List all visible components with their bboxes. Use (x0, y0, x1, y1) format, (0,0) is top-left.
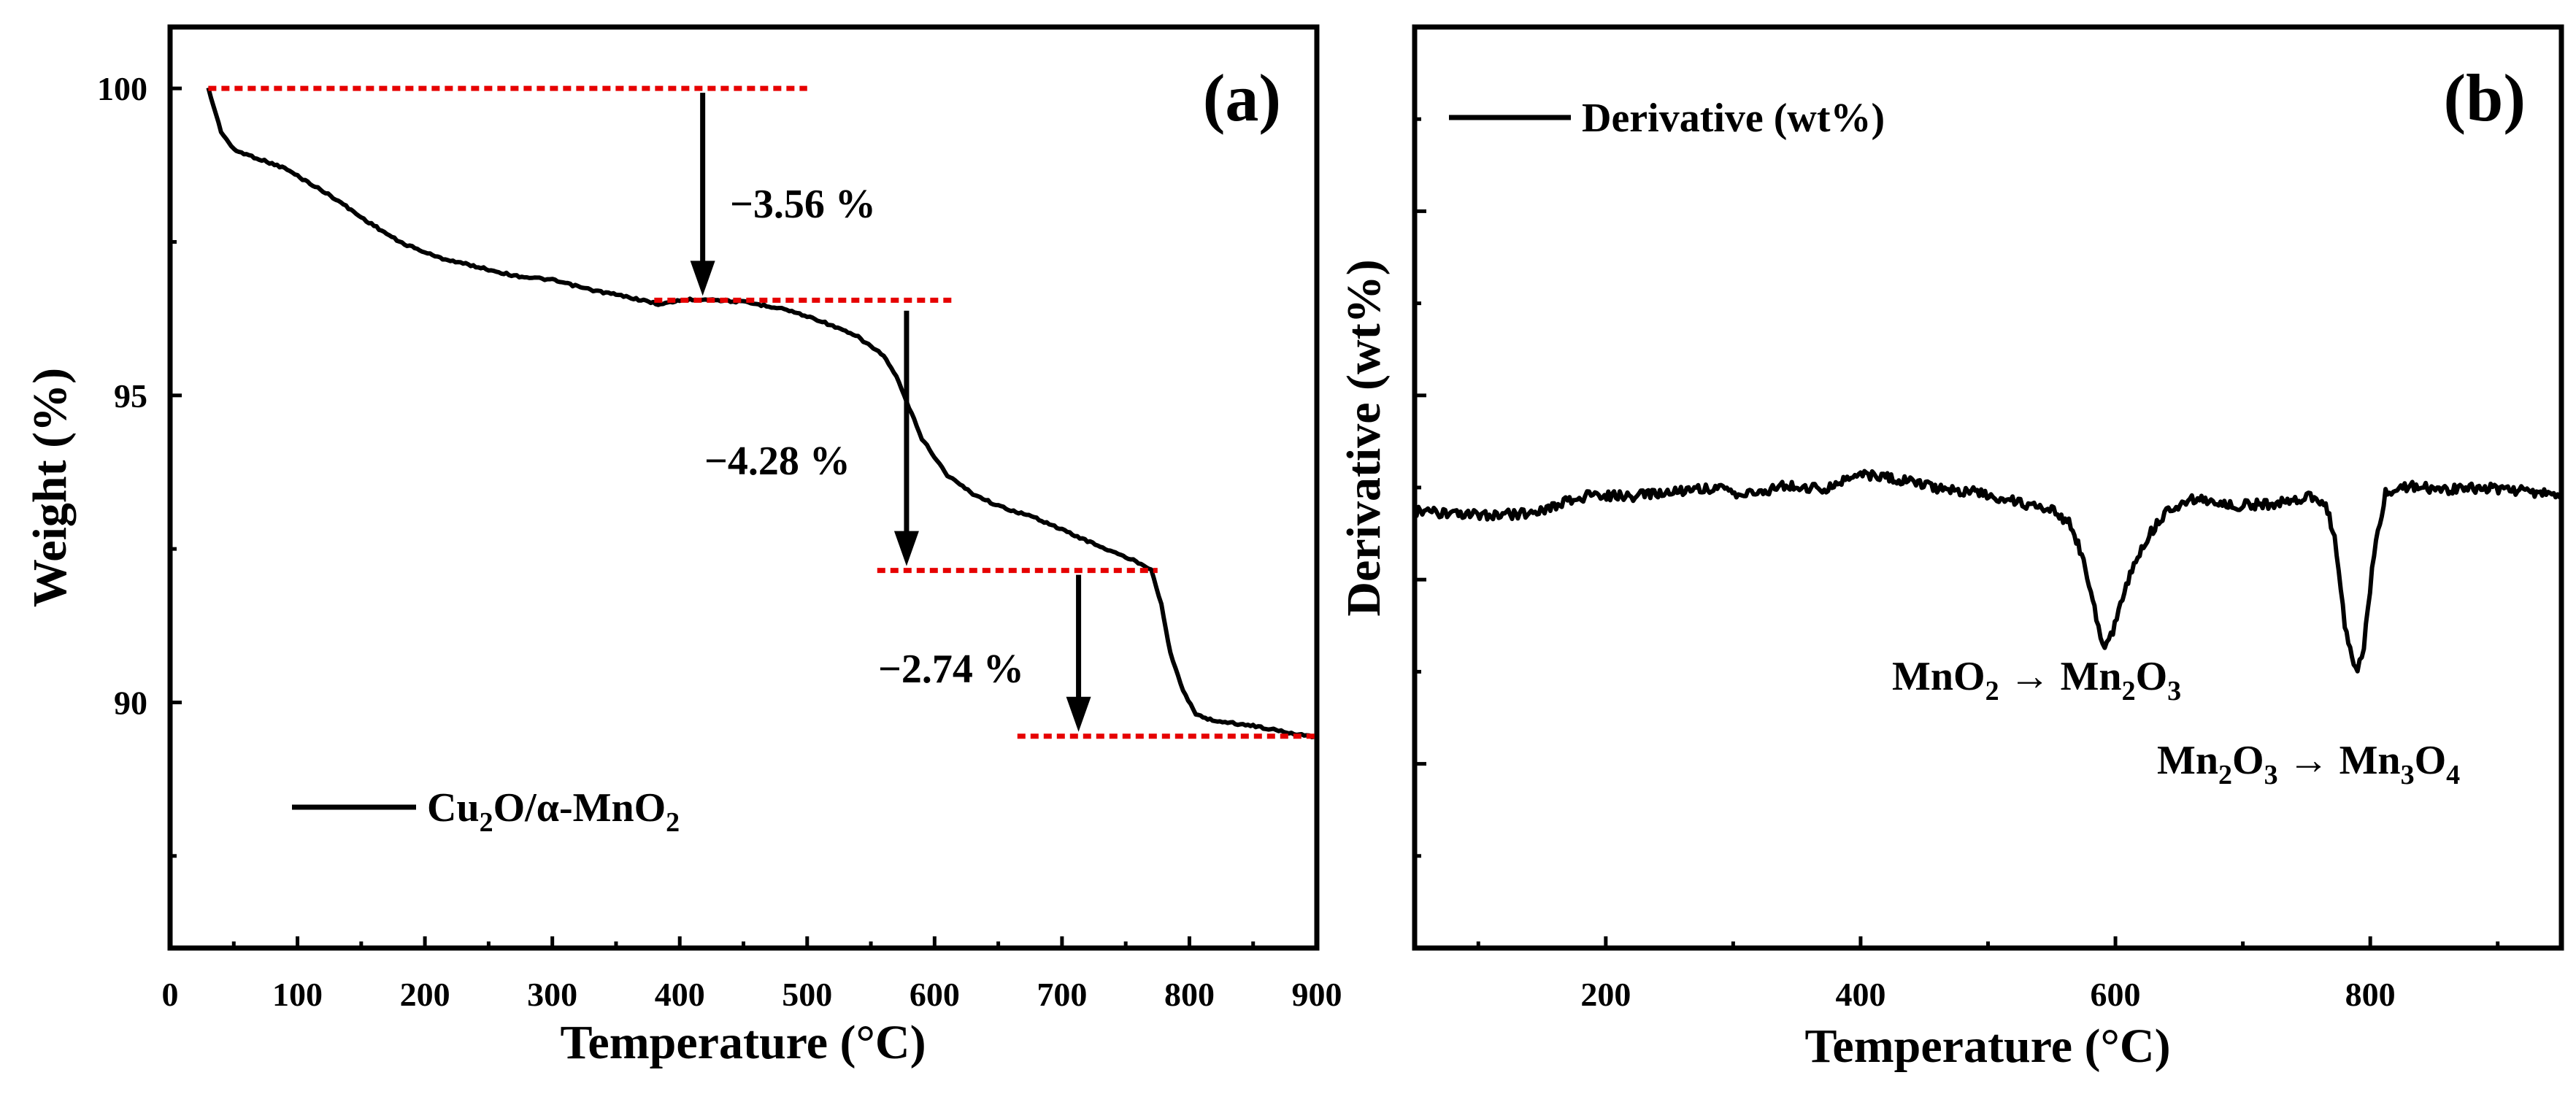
panel-a-x-tick-label: 600 (910, 976, 960, 1013)
panel-a-x-tick-label: 300 (527, 976, 577, 1013)
panel-b-x-axis-title: Temperature (°C) (1804, 1020, 2170, 1073)
panel-b-x-tick-label: 400 (1835, 976, 1885, 1013)
annotation-mno2-to-mn2o3: MnO2 → Mn2O3 (1892, 654, 2181, 706)
panel-b-x-tick-label: 600 (2091, 976, 2141, 1013)
panel-a-legend: Cu2O/α-MnO2 (292, 785, 680, 838)
panel-a-y-tick-label: 90 (114, 684, 147, 721)
panel-a-x-tick-label: 800 (1164, 976, 1215, 1013)
weight-loss-arrow-head (690, 261, 715, 296)
panel-a-x-tick-label: 400 (655, 976, 705, 1013)
panel-a-y-tick-label: 95 (114, 377, 147, 415)
panel-b-x-tick-label: 200 (1580, 976, 1631, 1013)
dtg-curve-derivative (1412, 469, 2564, 674)
panel-a-y-tick-label: 100 (97, 70, 147, 107)
panel-a-label: (a) (1203, 61, 1281, 135)
annotation-loss-3: −2.74 % (878, 647, 1024, 692)
panel-b-label: (b) (2444, 61, 2526, 135)
annotation-loss-1: −3.56 % (730, 182, 876, 227)
panel-a-x-axis-title: Temperature (°C) (560, 1016, 926, 1069)
panel-a-x-tick-label: 900 (1292, 976, 1342, 1013)
panel-a-x-tick-label: 0 (162, 976, 179, 1013)
panel-b-x-tick-label: 800 (2345, 976, 2396, 1013)
panel-b-legend: Derivative (wt%) (1449, 96, 1885, 141)
panel-a-x-tick-label: 700 (1037, 976, 1087, 1013)
annotation-loss-2: −4.28 % (704, 439, 850, 484)
panel-a-x-tick-label: 200 (400, 976, 450, 1013)
panel-b: 200 400 600 800 (b) Temperature (°C) Deriva… (1337, 24, 2564, 1073)
panel-a-x-tick-label: 500 (782, 976, 832, 1013)
legend-label-derivative: Derivative (wt%) (1582, 96, 1885, 141)
annotation-mn2o3-to-mn3o4: Mn2O3 → Mn3O4 (2157, 738, 2460, 790)
tga-curve-cu2o-mno2 (206, 87, 1318, 739)
panel-b-y-axis-title: Derivative (wt%) (1337, 259, 1391, 616)
legend-label-cu2o-mno2: Cu2O/α-MnO2 (427, 785, 680, 838)
panel-a-y-axis-title: Weight (%) (23, 368, 77, 607)
weight-loss-arrow-head (893, 531, 919, 566)
weight-loss-arrow-head (1066, 696, 1091, 732)
panel-a-x-tick-label: 100 (272, 976, 323, 1013)
